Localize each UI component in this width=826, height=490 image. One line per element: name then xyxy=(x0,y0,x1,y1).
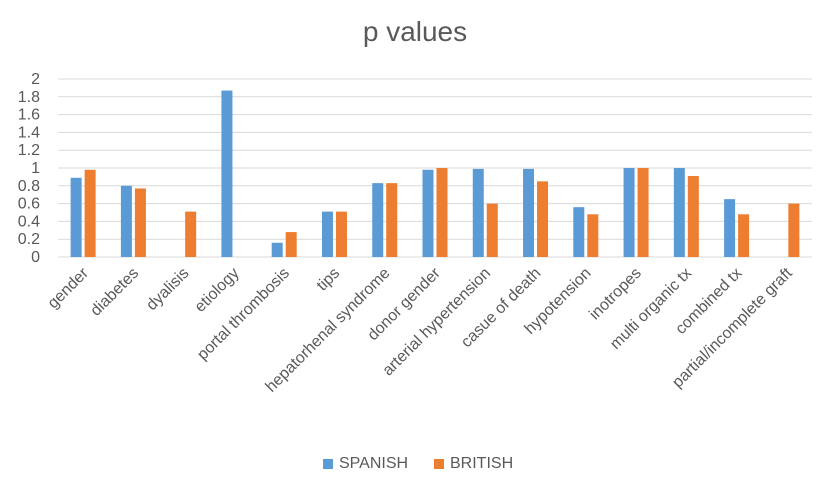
bar-british xyxy=(185,211,197,257)
bar-british xyxy=(386,183,398,257)
y-tick-label: 0.8 xyxy=(18,178,40,195)
y-tick-label: 0.6 xyxy=(18,196,40,213)
x-tick-label: portal thrombosis xyxy=(194,265,293,364)
bar-british xyxy=(637,168,649,257)
y-tick-label: 0 xyxy=(31,249,40,266)
x-tick-label: dyalisis xyxy=(143,265,192,314)
bar-british xyxy=(788,203,800,257)
y-tick-label: 1.4 xyxy=(18,124,40,141)
bar-british xyxy=(285,232,297,257)
bar-spanish xyxy=(70,177,82,257)
bars xyxy=(70,90,800,257)
bar-spanish xyxy=(321,211,333,257)
y-tick-label: 1.6 xyxy=(18,107,40,124)
bar-spanish xyxy=(271,242,283,257)
y-tick-label: 1.8 xyxy=(18,89,40,106)
x-tick-label: gender xyxy=(45,264,93,312)
bar-spanish xyxy=(673,168,685,257)
bar-spanish xyxy=(422,169,434,257)
gridlines xyxy=(58,78,812,258)
bar-british xyxy=(537,181,549,257)
legend-swatch-british xyxy=(434,459,444,469)
bar-spanish xyxy=(372,183,384,257)
bar-british xyxy=(687,176,699,257)
chart-title: p values xyxy=(363,16,467,47)
bar-british xyxy=(738,214,750,257)
y-axis-ticks: 00.20.40.60.811.21.41.61.82 xyxy=(18,71,40,266)
x-tick-label: diabetes xyxy=(87,265,142,320)
y-tick-label: 2 xyxy=(31,71,40,88)
bar-british xyxy=(436,168,448,257)
bar-british xyxy=(486,203,498,257)
y-tick-label: 0.2 xyxy=(18,231,40,248)
bar-spanish xyxy=(623,168,635,257)
legend-label-british: BRITISH xyxy=(450,455,513,472)
bar-spanish xyxy=(573,207,585,257)
bar-spanish xyxy=(472,168,484,257)
legend: SPANISH BRITISH xyxy=(323,455,513,472)
bar-spanish xyxy=(724,199,736,257)
bar-british xyxy=(84,169,96,257)
legend-label-spanish: SPANISH xyxy=(339,455,408,472)
bar-british xyxy=(134,188,146,257)
x-tick-label: etiology xyxy=(192,265,243,316)
bar-spanish xyxy=(523,168,535,257)
bar-british xyxy=(587,214,599,257)
bar-spanish xyxy=(120,185,132,257)
y-tick-label: 1.2 xyxy=(18,142,40,159)
bar-british xyxy=(335,211,347,257)
bar-spanish xyxy=(221,90,233,257)
x-tick-label: tips xyxy=(314,265,344,295)
y-tick-label: 1 xyxy=(31,160,40,177)
legend-swatch-spanish xyxy=(323,459,333,469)
y-tick-label: 0.4 xyxy=(18,213,40,230)
